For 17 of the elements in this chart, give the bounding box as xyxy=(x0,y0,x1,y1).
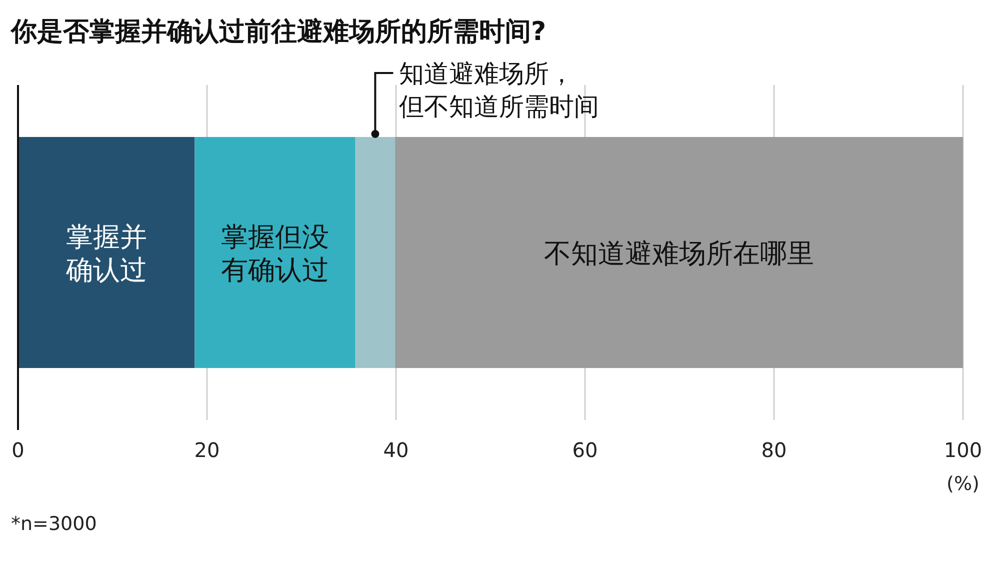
series-label: 掌握但没有确认过 xyxy=(221,222,330,286)
bar xyxy=(355,136,396,368)
x-tick-label: 100 xyxy=(944,438,982,462)
bar xyxy=(18,136,195,368)
x-tick-label: 0 xyxy=(12,438,24,462)
series-label: 不知道避难场所在哪里 xyxy=(544,238,814,270)
series-label: 掌握并确认过 xyxy=(64,222,147,286)
chart-title: 你是否掌握并确认过前往避难场所的所需时间? xyxy=(10,17,546,47)
bar xyxy=(395,136,963,368)
x-tick-label: 20 xyxy=(194,438,220,462)
x-tick-label: 80 xyxy=(761,438,787,462)
bar xyxy=(194,136,356,368)
x-axis-title: (%) xyxy=(946,473,980,495)
text: *n=3000 xyxy=(11,513,97,535)
x-tick-label: 40 xyxy=(383,438,409,462)
series-label: 知道避难场所，但不知道所需时间 xyxy=(399,59,600,121)
x-tick-label: 60 xyxy=(572,438,598,462)
